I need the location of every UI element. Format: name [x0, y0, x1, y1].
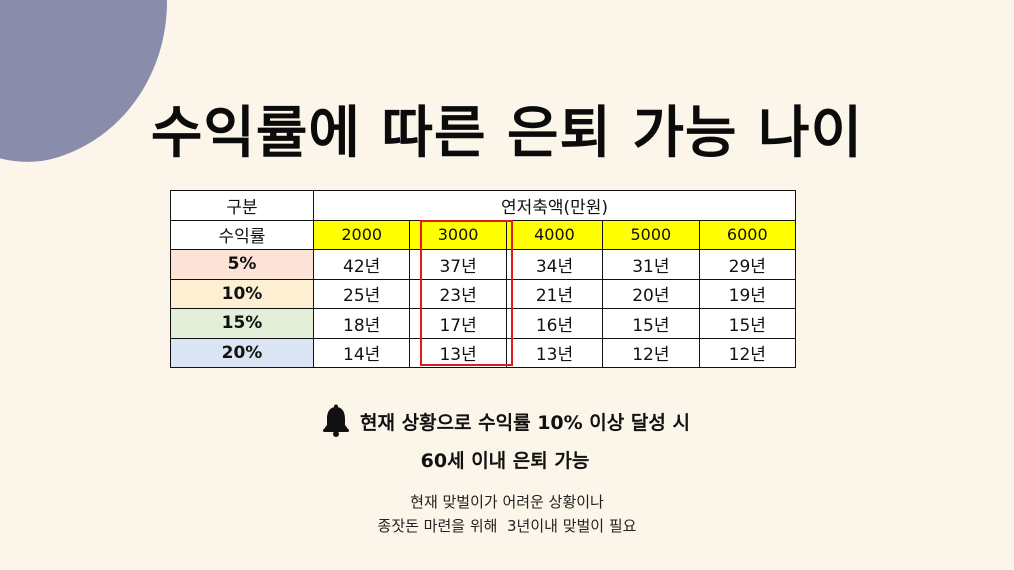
table-cell: 37년	[409, 249, 507, 280]
table-row: 15% 18년 17년 16년 15년 15년	[170, 308, 797, 339]
table-cell: 19년	[698, 278, 797, 309]
table-cell: 20년	[602, 278, 700, 309]
rate-label: 5%	[170, 249, 314, 280]
table-cell: 34년	[505, 249, 604, 280]
table-columns-row: 수익률 2000 3000 4000 5000 6000	[170, 219, 797, 250]
table-cell: 17년	[409, 308, 507, 339]
table-cell: 15년	[698, 308, 797, 339]
bell-icon	[320, 404, 352, 438]
table-cell: 29년	[698, 249, 797, 280]
table-row: 20% 14년 13년 13년 12년 12년	[170, 337, 797, 368]
rate-label: 20%	[170, 337, 314, 368]
retirement-age-table: 구분 연저축액(만원) 수익률 2000 3000 4000 5000 6000…	[170, 190, 797, 368]
sub-line-1: 현재 맞벌이가 어려운 상황이나	[410, 493, 604, 511]
column-header: 6000	[698, 219, 797, 250]
table-cell: 13년	[409, 337, 507, 368]
table-cell: 16년	[505, 308, 604, 339]
table-header-row: 구분 연저축액(만원)	[170, 190, 796, 221]
column-header: 3000	[409, 219, 507, 250]
column-header: 2000	[312, 219, 411, 250]
table-row: 10% 25년 23년 21년 20년 19년	[170, 278, 797, 309]
table-cell: 12년	[602, 337, 700, 368]
table-cell: 15년	[602, 308, 700, 339]
table-row: 5% 42년 37년 34년 31년 29년	[170, 249, 797, 280]
note-line-2: 60세 이내 은퇴 가능	[420, 450, 590, 472]
corner-label: 구분	[170, 190, 314, 221]
table-cell: 21년	[505, 278, 604, 309]
group-header: 연저축액(만원)	[313, 190, 796, 221]
column-header: 5000	[602, 219, 700, 250]
table-cell: 42년	[312, 249, 411, 280]
table-cell: 12년	[698, 337, 797, 368]
note-line-1: 현재 상황으로 수익률 10% 이상 달성 시	[360, 411, 690, 434]
rate-header: 수익률	[170, 219, 314, 250]
column-header: 4000	[505, 219, 604, 250]
table-cell: 13년	[505, 337, 604, 368]
sub-text: 현재 맞벌이가 어려운 상황이나 종잣돈 마련을 위해 3년이내 맞벌이 필요	[0, 490, 1014, 538]
sub-line-2: 종잣돈 마련을 위해 3년이내 맞벌이 필요	[377, 517, 637, 535]
table-cell: 31년	[602, 249, 700, 280]
rate-label: 10%	[170, 278, 314, 309]
note-box: 현재 상황으로 수익률 10% 이상 달성 시 60세 이내 은퇴 가능	[270, 404, 740, 473]
page-title: 수익률에 따른 은퇴 가능 나이	[150, 101, 864, 166]
table-cell: 14년	[312, 337, 411, 368]
table-cell: 18년	[312, 308, 411, 339]
table-cell: 23년	[409, 278, 507, 309]
rate-label: 15%	[170, 308, 314, 339]
table-cell: 25년	[312, 278, 411, 309]
